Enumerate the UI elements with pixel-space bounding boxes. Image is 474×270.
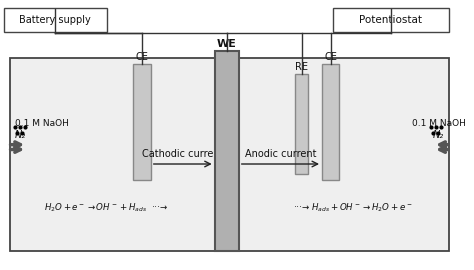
Text: Anodic current: Anodic current [245, 149, 316, 159]
Bar [215, 51, 239, 251]
Text: $H_{abs}$: $H_{abs}$ [217, 201, 237, 214]
FancyBboxPatch shape [4, 8, 107, 32]
Bar [295, 74, 309, 174]
Text: WE: WE [217, 39, 237, 49]
Text: Battery supply: Battery supply [19, 15, 91, 25]
Text: 0.1 M NaOH: 0.1 M NaOH [412, 119, 466, 128]
Text: RE: RE [295, 62, 308, 72]
Bar [9, 58, 448, 251]
Text: N₂: N₂ [15, 130, 26, 140]
Bar [133, 65, 151, 180]
FancyBboxPatch shape [333, 8, 448, 32]
Text: ···→ $H_{ads} + OH^- \rightarrow H_2O + e^-$: ···→ $H_{ads} + OH^- \rightarrow H_2O + … [293, 201, 413, 214]
Text: CE: CE [324, 52, 337, 62]
Text: CE: CE [136, 52, 148, 62]
Text: $H_2O + e^- \rightarrow OH^- + H_{ads}$  ···→: $H_2O + e^- \rightarrow OH^- + H_{ads}$ … [44, 201, 168, 214]
Text: Potentiostat: Potentiostat [359, 15, 422, 25]
Text: N₂: N₂ [432, 130, 444, 140]
Text: Cathodic current: Cathodic current [142, 149, 223, 159]
Bar [322, 65, 339, 180]
Text: 0.1 M NaOH: 0.1 M NaOH [15, 119, 68, 128]
